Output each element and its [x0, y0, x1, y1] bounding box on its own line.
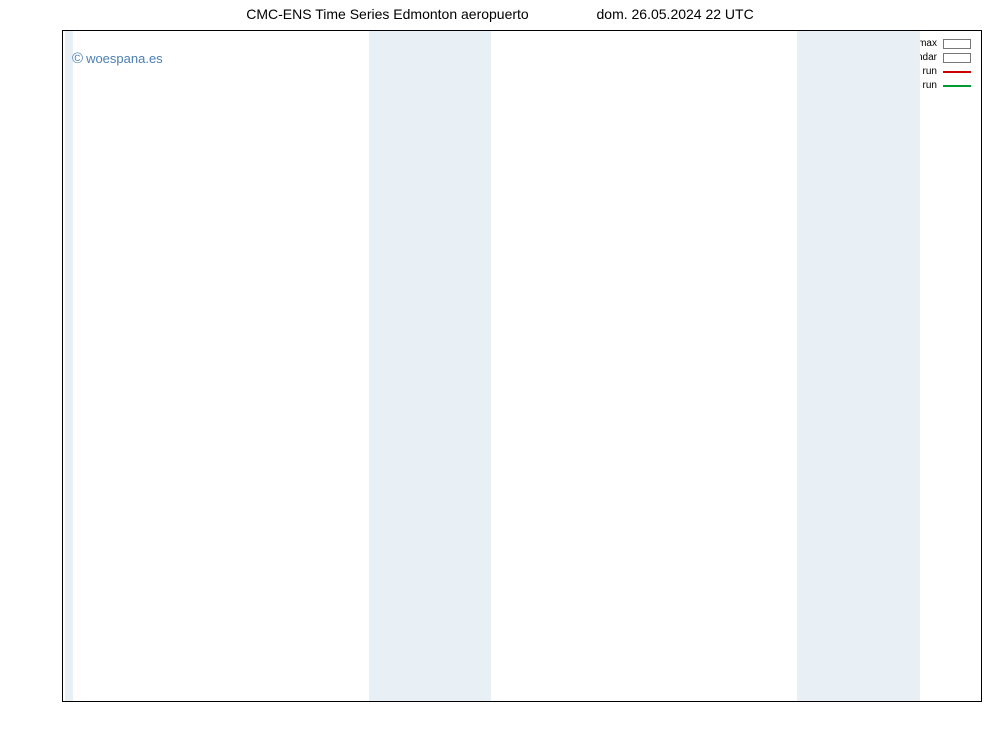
y-tick-mark [62, 105, 63, 106]
x-tick-label: 06.06 [660, 701, 690, 702]
y-tick-mark [62, 701, 63, 702]
weekend-band [369, 31, 491, 701]
legend-swatch [943, 71, 971, 73]
y-tick-mark [62, 552, 63, 553]
x-tick-label: 27.05 [62, 701, 78, 702]
x-tick-label: 29.05 [170, 701, 200, 702]
chart-container: CMC-ENS Time Series Edmonton aeropuerto … [0, 0, 1000, 733]
x-tick-mark [553, 701, 554, 702]
x-tick-label: 02.06 [415, 701, 445, 702]
x-tick-mark [675, 701, 676, 702]
legend-swatch [943, 39, 971, 49]
x-tick-mark [63, 701, 64, 702]
x-tick-mark [430, 701, 431, 702]
copyright-icon: © [72, 50, 86, 67]
x-tick-label: 10.06 [905, 701, 935, 702]
x-tick-label: 31.05 [293, 701, 323, 702]
x-tick-mark [797, 701, 798, 702]
y-tick-mark [62, 478, 63, 479]
y-tick-mark [62, 403, 63, 404]
plot-area: min/maxDesviaci acute;n est acute;ndarEn… [62, 30, 982, 702]
weekend-band [797, 31, 919, 701]
y-tick-mark [62, 329, 63, 330]
x-tick-label: 04.06 [538, 701, 568, 702]
x-tick-mark [185, 701, 186, 702]
title-left: CMC-ENS Time Series Edmonton aeropuerto [246, 6, 528, 22]
watermark-text: woespana.es [86, 51, 163, 66]
y-tick-mark [62, 180, 63, 181]
x-tick-mark [920, 701, 921, 702]
title-right: dom. 26.05.2024 22 UTC [597, 6, 754, 22]
legend-swatch [943, 85, 971, 87]
y-tick-mark [62, 254, 63, 255]
x-tick-label: 08.06 [782, 701, 812, 702]
watermark: ©woespana.es [72, 50, 163, 67]
chart-title: CMC-ENS Time Series Edmonton aeropuerto … [0, 6, 1000, 22]
y-tick-mark [62, 627, 63, 628]
start-stripe [65, 31, 72, 701]
y-tick-mark [62, 31, 63, 32]
x-tick-mark [308, 701, 309, 702]
legend-swatch [943, 53, 971, 63]
